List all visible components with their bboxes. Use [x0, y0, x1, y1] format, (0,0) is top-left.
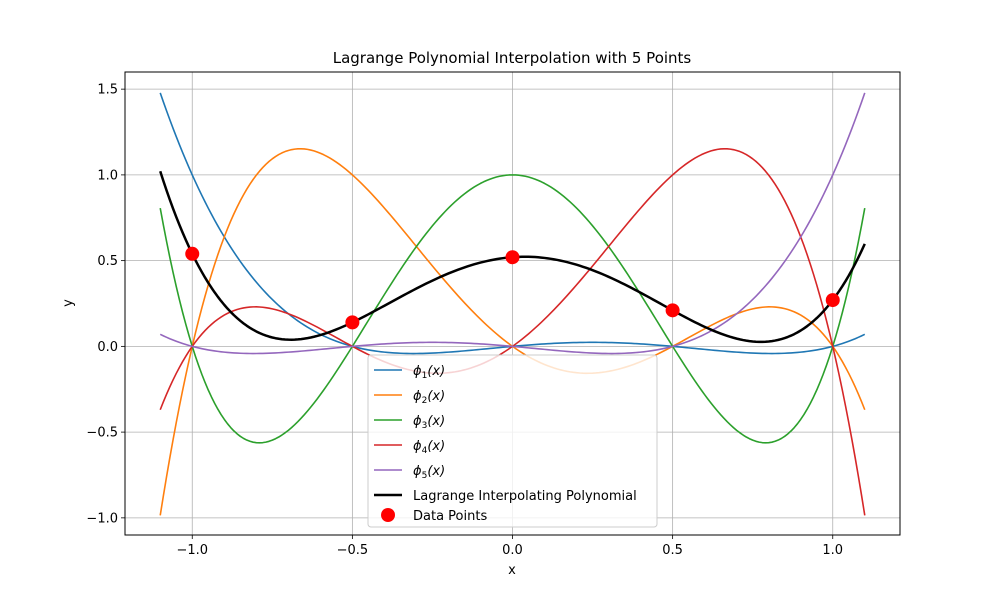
y-tick-label: 0.0 — [97, 340, 118, 355]
legend-symbol: ϕ — [413, 414, 422, 429]
legend-argument: (x) — [427, 389, 445, 404]
legend-argument: (x) — [427, 439, 445, 454]
legend-box — [367, 354, 658, 528]
y-axis-label: y — [61, 299, 76, 307]
legend-argument: (x) — [427, 464, 445, 479]
legend-argument: (x) — [427, 414, 445, 429]
legend-subscript: 3 — [422, 421, 428, 431]
y-tick-label: 1.5 — [97, 83, 118, 98]
x-tick-label: 0.0 — [502, 543, 523, 558]
legend-label: Lagrange Interpolating Polynomial — [413, 489, 637, 504]
data-point — [505, 250, 520, 265]
legend-symbol: ϕ — [413, 389, 422, 404]
legend-symbol: ϕ — [413, 364, 422, 379]
basis-line-3 — [159, 174, 866, 444]
legend-label: Data Points — [413, 509, 487, 524]
y-tick-label: −0.5 — [86, 426, 118, 441]
x-tick-label: 0.5 — [662, 543, 683, 558]
legend-argument: (x) — [427, 364, 445, 379]
legend-label: ϕ2(x) — [413, 389, 445, 406]
data-point — [185, 246, 200, 261]
legend-subscript: 1 — [422, 371, 428, 381]
y-tick-label: 1.0 — [97, 168, 118, 183]
x-tick-label: −1.0 — [176, 543, 208, 558]
y-tick-label: 0.5 — [97, 254, 118, 269]
y-tick-label: −1.0 — [86, 511, 118, 526]
x-tick-label: −0.5 — [337, 543, 369, 558]
legend-symbol: ϕ — [413, 464, 422, 479]
data-points-layer — [185, 246, 840, 330]
legend-symbol: ϕ — [413, 439, 422, 454]
legend-label: ϕ5(x) — [413, 464, 445, 481]
data-point — [665, 303, 680, 318]
x-tick-label: 1.0 — [822, 543, 843, 558]
legend-subscript: 4 — [422, 446, 428, 456]
data-point — [345, 315, 360, 330]
x-axis-label: x — [508, 563, 516, 578]
data-point — [825, 293, 840, 308]
legend-label: ϕ3(x) — [413, 414, 445, 431]
legend-subscript: 5 — [422, 471, 428, 481]
legend-subscript: 2 — [422, 396, 428, 406]
legend-label: ϕ4(x) — [413, 439, 445, 456]
legend-swatch-data-points — [381, 508, 395, 522]
legend-label: ϕ1(x) — [413, 364, 445, 381]
legend: ϕ1(x)ϕ2(x)ϕ3(x)ϕ4(x)ϕ5(x)Lagrange Interp… — [367, 354, 658, 528]
basis-line-5 — [159, 92, 866, 355]
chart-title: Lagrange Polynomial Interpolation with 5… — [333, 49, 692, 67]
ticks: −1.0 −0.5 0.0 0.5 1.0 −1.0 −0.5 0.0 0.5 1.0 1.5 — [86, 83, 843, 558]
